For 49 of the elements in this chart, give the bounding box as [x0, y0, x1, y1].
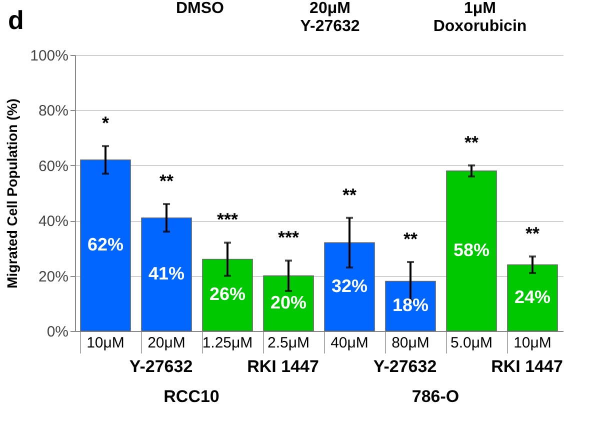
- x-tick-label: 2.5μM: [268, 334, 310, 352]
- data-label: 32%: [331, 276, 368, 296]
- bar: [80, 159, 131, 332]
- x-tick-label: 40μM: [330, 334, 368, 352]
- text: 20μM Y-27632: [300, 0, 360, 36]
- bar: [141, 217, 192, 332]
- x-tick-label: 10μM: [514, 334, 552, 352]
- text: 1μM Doxorubicin: [433, 0, 527, 36]
- data-label: 20%: [270, 292, 307, 312]
- data-label: 62%: [87, 234, 124, 254]
- data-label: 26%: [209, 284, 246, 304]
- y-tick-label: 20%: [38, 268, 68, 286]
- annotation: ***: [216, 210, 238, 230]
- text: RCC10: [164, 387, 220, 406]
- text: Y-27632: [129, 357, 193, 376]
- text: RKI 1447: [247, 357, 319, 376]
- y-tick-label: 40%: [38, 213, 68, 230]
- y-tick-label: 0%: [46, 324, 68, 340]
- data-label: 58%: [453, 240, 490, 260]
- annotation: **: [403, 229, 418, 249]
- annotation: **: [159, 171, 174, 192]
- annotation: **: [342, 184, 357, 205]
- y-axis-title: Migrated Cell Population (%): [4, 98, 20, 288]
- bar: [507, 264, 558, 332]
- y-tick-label: 60%: [38, 158, 68, 175]
- x-tick-label: 1.25μM: [202, 334, 253, 352]
- text: 786-O: [412, 387, 460, 406]
- annotation: ***: [278, 228, 300, 248]
- data-label: 24%: [514, 286, 551, 307]
- x-tick-label: 20μM: [148, 334, 186, 352]
- data-label: 18%: [392, 295, 429, 316]
- text: DMSO: [176, 0, 224, 18]
- bar: [202, 258, 253, 332]
- data-label: 41%: [148, 263, 185, 284]
- text: RKI 1447: [491, 357, 563, 376]
- annotation: **: [464, 132, 479, 152]
- annotation: **: [525, 223, 540, 244]
- x-tick-label: 5.0μM: [450, 334, 492, 352]
- bar: [446, 170, 497, 332]
- text: d: [8, 5, 24, 35]
- text: Y-27632: [373, 357, 437, 376]
- x-tick-label: 10μM: [86, 334, 124, 352]
- bar: [385, 280, 436, 332]
- annotation: *: [102, 113, 110, 134]
- y-tick-label: 80%: [38, 102, 68, 120]
- bar: [324, 242, 375, 332]
- bar: [263, 275, 314, 332]
- x-tick-label: 80μM: [392, 334, 430, 352]
- y-tick-label: 100%: [30, 48, 68, 64]
